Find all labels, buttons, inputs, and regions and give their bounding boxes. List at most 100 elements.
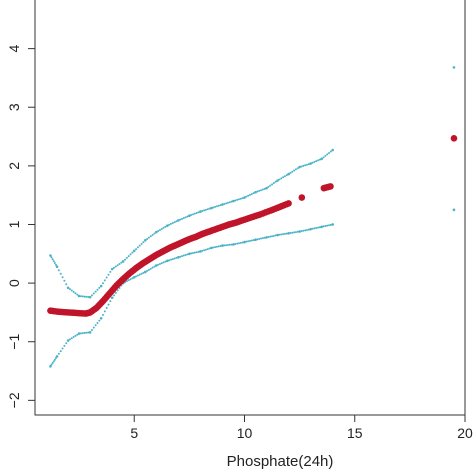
confidence-band-point — [132, 275, 136, 279]
confidence-band-point — [197, 211, 200, 214]
confidence-band-point — [54, 357, 57, 360]
confidence-band-point — [55, 265, 59, 268]
confidence-band-point — [210, 246, 213, 250]
confidence-band-point — [70, 337, 73, 340]
confidence-band-point — [135, 275, 138, 278]
confidence-band-point — [241, 197, 244, 200]
y-tick-label: 0 — [6, 279, 22, 287]
confidence-band-point — [293, 231, 296, 234]
confidence-band-point — [94, 324, 97, 327]
confidence-band-point — [193, 251, 196, 254]
confidence-band-point — [184, 253, 187, 256]
confidence-band-point — [153, 232, 156, 235]
confidence-band-point — [54, 263, 57, 266]
confidence-band-point — [87, 331, 90, 334]
confidence-band-point — [136, 274, 139, 277]
confidence-band-point — [254, 190, 257, 194]
confidence-band-point — [318, 158, 321, 161]
confidence-band-point — [298, 165, 301, 169]
confidence-band-point — [181, 255, 184, 258]
confidence-band-point — [326, 224, 329, 227]
estimate-point — [327, 183, 334, 190]
confidence-band-point — [263, 236, 266, 239]
confidence-band-point — [276, 179, 279, 182]
confidence-band-point — [125, 256, 128, 259]
confidence-band-point — [280, 177, 283, 180]
confidence-band-point — [311, 161, 314, 164]
confidence-band-point — [192, 213, 195, 216]
confidence-band-point — [305, 228, 308, 231]
confidence-band-point — [173, 221, 176, 224]
confidence-band-point — [195, 211, 198, 214]
confidence-band-point — [199, 210, 202, 213]
confidence-band-point — [52, 360, 55, 363]
confidence-band-point — [107, 303, 110, 306]
confidence-band-point — [129, 253, 132, 256]
confidence-band-point — [272, 234, 275, 237]
confidence-band-point — [186, 253, 189, 256]
confidence-band-point — [258, 189, 261, 192]
confidence-band-point — [225, 202, 228, 205]
confidence-band-point — [201, 210, 204, 212]
confidence-band-point — [190, 214, 193, 217]
confidence-band-point — [245, 240, 248, 243]
confidence-band-point — [203, 249, 206, 252]
confidence-band-point — [147, 236, 150, 239]
confidence-band-point — [328, 151, 331, 154]
confidence-band-point — [260, 189, 263, 192]
confidence-band-point — [94, 290, 97, 293]
confidence-band-point — [263, 187, 266, 190]
confidence-band-point — [296, 230, 299, 233]
confidence-band-point — [260, 237, 263, 240]
confidence-band-point — [90, 294, 93, 297]
confidence-band-point — [190, 252, 193, 255]
confidence-band-point — [217, 245, 220, 248]
confidence-band-point — [103, 310, 106, 313]
confidence-band-point — [182, 217, 185, 220]
confidence-band-point — [214, 246, 217, 249]
confidence-band-point — [329, 150, 332, 153]
confidence-band-point — [57, 352, 60, 355]
confidence-band-point — [199, 250, 202, 253]
confidence-band-point — [285, 232, 288, 235]
confidence-band-point — [254, 238, 257, 242]
confidence-band-point — [252, 192, 255, 195]
confidence-band-point — [232, 243, 235, 246]
confidence-band-point — [282, 176, 285, 179]
confidence-band-point — [101, 282, 104, 285]
confidence-band-point — [239, 241, 242, 244]
confidence-band-point — [88, 331, 92, 334]
confidence-band-point — [307, 228, 310, 231]
confidence-band-point — [168, 223, 171, 226]
confidence-band-point — [57, 269, 60, 272]
confidence-band-point — [234, 199, 237, 202]
confidence-band-point — [157, 263, 160, 266]
confidence-band-point — [197, 250, 200, 253]
confidence-band-point — [129, 278, 132, 281]
confidence-band-point — [215, 245, 218, 248]
confidence-band-point — [304, 164, 307, 167]
confidence-band-point — [230, 200, 233, 203]
confidence-band-point — [265, 186, 268, 190]
confidence-band-point — [81, 332, 84, 335]
confidence-band-point — [175, 256, 178, 259]
confidence-band-point — [188, 214, 191, 217]
x-tick-label: 5 — [130, 425, 138, 441]
confidence-band-point — [135, 248, 138, 251]
confidence-band-point — [208, 247, 211, 250]
confidence-band-point — [109, 300, 112, 303]
confidence-band-point — [59, 350, 62, 353]
confidence-band-point — [83, 295, 86, 298]
confidence-band-point — [166, 259, 169, 263]
confidence-band-point — [168, 259, 171, 262]
confidence-band-point — [252, 239, 255, 242]
confidence-band-point — [113, 294, 116, 297]
confidence-band-point — [193, 212, 196, 215]
confidence-band-point — [55, 355, 59, 358]
confidence-band-point — [53, 358, 56, 361]
confidence-band-point — [98, 319, 101, 322]
confidence-band-point — [309, 162, 312, 165]
confidence-band-point — [140, 272, 143, 275]
confidence-band-point — [250, 193, 253, 195]
